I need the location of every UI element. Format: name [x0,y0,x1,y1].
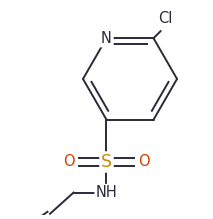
Text: O: O [138,154,150,170]
Text: O: O [63,154,75,170]
Text: NH: NH [96,185,117,200]
Text: N: N [101,31,112,46]
Text: S: S [101,153,112,171]
Text: Cl: Cl [158,11,173,26]
